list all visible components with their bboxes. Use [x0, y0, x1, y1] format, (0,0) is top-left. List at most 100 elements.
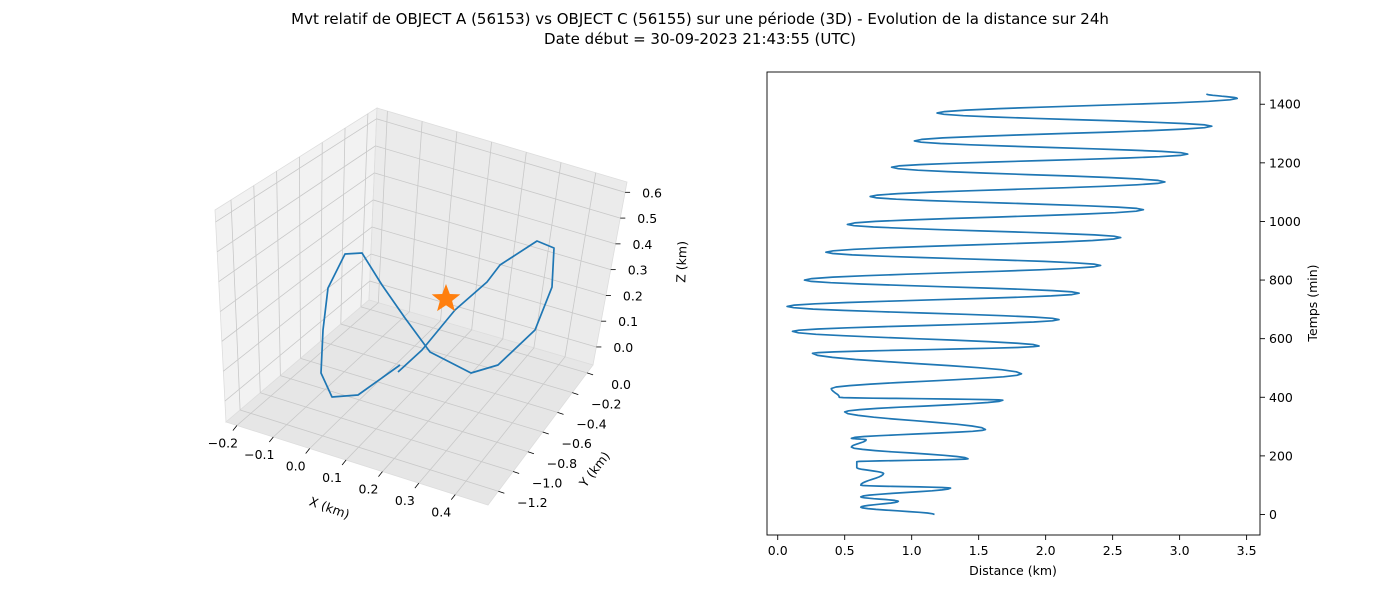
x-axis-label: X (km)	[307, 494, 351, 522]
x-tick-mark	[305, 448, 311, 454]
x-tick-mark	[341, 459, 347, 466]
y-tick-label: 400	[1269, 390, 1293, 405]
distance-time-plot: 0.0 0.5 1.0 1.5 2.0 2.5 3.0 3.5 0 200 400 600 800 100…	[766, 71, 1320, 578]
pane-floor	[225, 299, 594, 506]
x-grid-line	[236, 302, 379, 426]
y-grid-line	[276, 171, 281, 376]
origin-star-marker	[431, 284, 461, 312]
y-tick-label: −1.2	[517, 495, 547, 510]
trajectory-3d-plot: −0.2 −0.1 0.0 0.1 0.2 0.3 0.4 0.0 −0.2 −0.4 −0.6 −0…	[208, 107, 690, 522]
x-grid-line	[377, 111, 388, 303]
y-tick-mark	[586, 372, 594, 376]
x-tick-label: 0.2	[359, 482, 379, 497]
x-grid-line	[454, 356, 566, 495]
y-tick-label: 0.0	[611, 377, 631, 392]
x-tick-label: 0.4	[431, 505, 451, 520]
y-grid-line	[360, 113, 369, 307]
y-tick-label: 800	[1269, 273, 1293, 288]
z-grid-line	[374, 172, 616, 245]
x-tick-label: 0.1	[322, 470, 342, 485]
y-tick-label: −0.6	[562, 436, 592, 451]
x-tick-label: 2.5	[1103, 543, 1123, 558]
y-tick-mark	[498, 490, 505, 494]
x-grid-line	[471, 141, 492, 330]
x-tick-label: −0.2	[208, 435, 238, 450]
x-grid-line	[564, 172, 597, 357]
x-grid-line	[409, 121, 423, 312]
x-tick-label: 0.5	[835, 543, 855, 558]
y-tick-mark	[527, 451, 535, 455]
z-grid-line	[370, 253, 602, 322]
y-grid-line	[299, 156, 301, 359]
y-grid-line	[239, 409, 499, 492]
y-grid-line	[230, 199, 241, 410]
x-grid-line	[533, 162, 562, 348]
y-grid-line	[320, 340, 558, 413]
y-tick-label: 600	[1269, 331, 1293, 346]
z-grid-line	[369, 280, 597, 348]
y-grid-line	[253, 185, 261, 393]
x-tick-mark	[232, 425, 238, 431]
y-axis-label: Y (km)	[575, 449, 613, 491]
z-grid-line	[371, 226, 607, 296]
x-axis-label: Distance (km)	[969, 563, 1057, 578]
x-grid-line	[273, 311, 410, 438]
x-grid-line	[502, 152, 527, 339]
x-tick-mark	[378, 471, 383, 477]
chart-subtitle: Date début = 30-09-2023 21:43:55 (UTC)	[544, 30, 856, 48]
x-tick-label: 0.3	[395, 493, 415, 508]
x-grid-line	[440, 131, 458, 321]
z-grid-line	[221, 226, 373, 342]
x-tick-mark	[414, 482, 420, 489]
x-tick-label: 2.0	[1036, 543, 1056, 558]
z-axis-label: Z (km)	[673, 241, 689, 283]
y-axis-label: Temps (min)	[1305, 264, 1320, 342]
plot-area	[766, 71, 1261, 536]
x-grid-line	[345, 329, 472, 461]
x-tick-label: −0.1	[244, 447, 274, 462]
x-tick-mark	[268, 436, 274, 443]
x-tick-label: 3.5	[1237, 543, 1257, 558]
y-tick-mark	[513, 471, 520, 474]
ticks-3d: −0.2 −0.1 0.0 0.1 0.2 0.3 0.4 0.0 −0.2 −0.4 −0.6 −0…	[208, 185, 662, 519]
z-tick-label: 0.5	[637, 211, 657, 226]
x-grid-line	[309, 320, 441, 449]
y-grid-line	[300, 358, 543, 433]
z-grid-line	[375, 145, 621, 219]
z-grid-line	[215, 118, 377, 223]
y-tick-label: 1200	[1269, 155, 1301, 170]
x-tick-label: 0.0	[286, 459, 306, 474]
axes-2d: 0.0 0.5 1.0 1.5 2.0 2.5 3.0 3.5 0 200 400 600 800 100…	[768, 97, 1301, 558]
z-grid-line	[220, 199, 374, 312]
y-grid-line	[320, 142, 323, 342]
z-grid-line	[224, 280, 371, 402]
z-grid-line	[373, 199, 611, 271]
y-grid-line	[340, 323, 573, 393]
y-grid-line	[360, 306, 588, 374]
z-tick-label: 0.1	[618, 314, 638, 329]
grid-3d	[215, 111, 626, 495]
y-grid-line	[260, 392, 514, 472]
x-tick-label: 3.0	[1170, 543, 1190, 558]
y-grid-line	[280, 375, 529, 453]
z-grid-line	[216, 145, 376, 253]
x-tick-mark	[450, 494, 456, 500]
distance-series-line	[786, 93, 1239, 516]
x-grid-line	[382, 338, 504, 472]
x-tick-label: 1.5	[969, 543, 989, 558]
y-tick-mark	[572, 392, 579, 395]
y-tick-label: −0.8	[547, 456, 577, 471]
y-tick-label: 0	[1269, 507, 1277, 522]
y-tick-label: −0.4	[576, 416, 606, 431]
z-grid-line	[218, 172, 375, 282]
y-tick-label: −0.2	[591, 397, 621, 412]
y-tick-mark	[542, 431, 549, 435]
y-grid-line	[340, 128, 346, 325]
z-tick-label: 0.4	[633, 237, 653, 252]
z-tick-label: 0.0	[613, 340, 633, 355]
y-tick-mark	[557, 411, 564, 415]
trajectory-line	[320, 240, 555, 398]
chart-title: Mvt relatif de OBJECT A (56153) vs OBJEC…	[291, 10, 1109, 28]
z-tick-label: 0.3	[628, 263, 648, 278]
